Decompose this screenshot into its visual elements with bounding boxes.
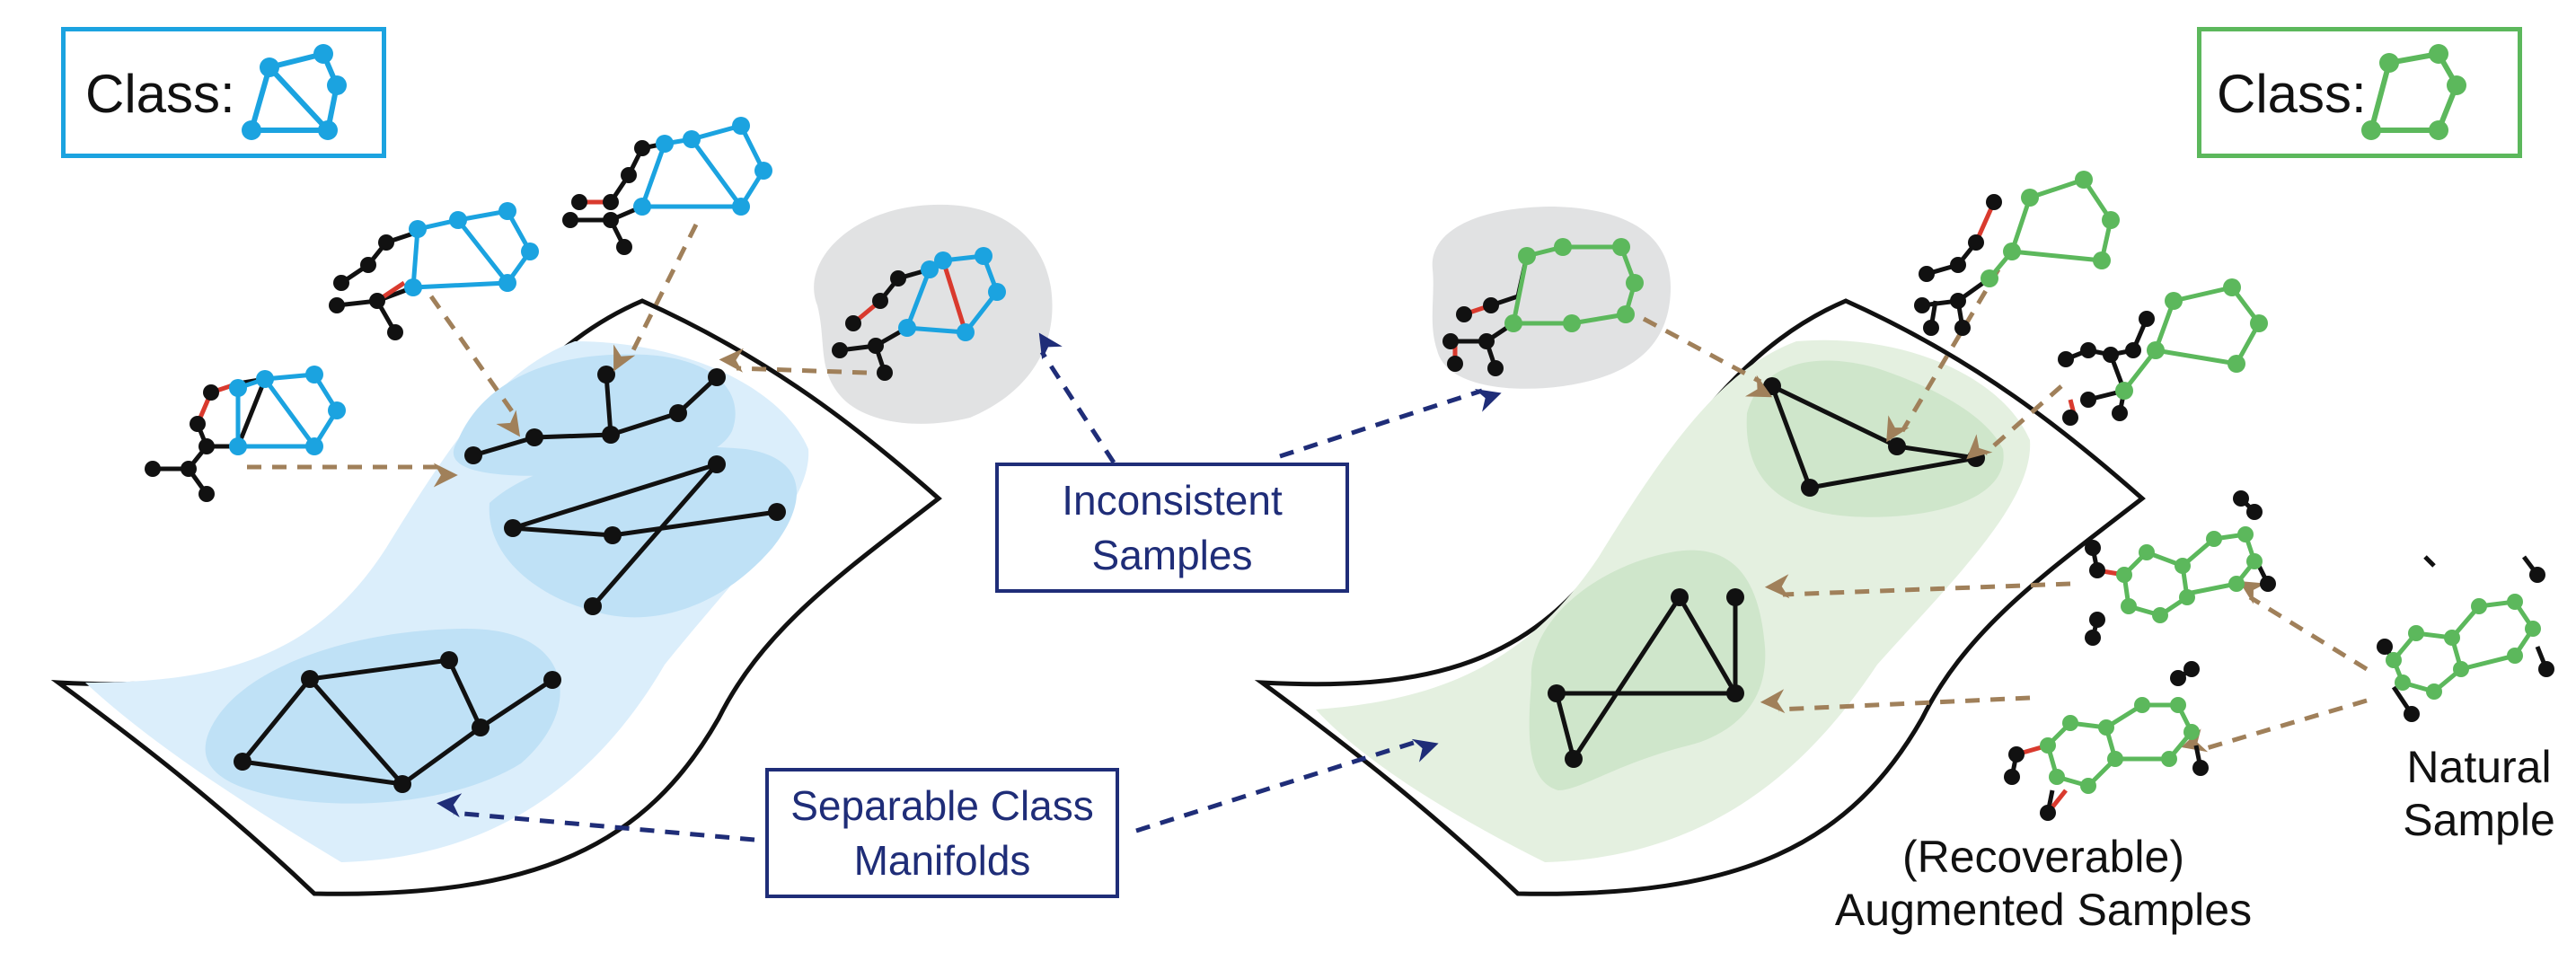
left-cluster-1: [453, 354, 736, 476]
green-molecule-2: [2058, 278, 2268, 426]
left-cluster-3: [205, 629, 560, 804]
right-cluster-1: [1746, 360, 2004, 517]
augmented-samples-label: (Recoverable) Augmented Samples: [1792, 831, 2295, 937]
augmented-line1: (Recoverable): [1901, 832, 2184, 882]
green-molecule-1: [1914, 171, 2120, 336]
brown-arrows: [247, 223, 2369, 753]
right-manifold: [1254, 298, 2146, 896]
inconsistent-blob-right: [1432, 207, 1671, 389]
separable-manifolds-box: Separable Class Manifolds: [765, 768, 1119, 898]
separable-line2: Manifolds: [853, 836, 1031, 884]
inconsistent-molecule-right: [1442, 238, 1644, 376]
blue-molecule-1: [145, 366, 346, 502]
right-cluster-2: [1529, 550, 1766, 790]
left-class-label: Class:: [85, 64, 235, 124]
left-manifold: [50, 298, 942, 896]
inconsistent-line1: Inconsistent: [1062, 476, 1283, 524]
natural-sample-label: Natural Sample: [2389, 741, 2569, 847]
natural-molecule: [2377, 555, 2554, 722]
augmented-molecule-2: [2004, 661, 2209, 821]
natural-line2: Sample: [2403, 795, 2555, 845]
blue-molecule-2: [329, 202, 539, 340]
legend-icons-overlay: [242, 44, 2466, 140]
inconsistent-samples-box: Inconsistent Samples: [995, 463, 1349, 593]
inconsistent-blob-left: [814, 204, 1053, 424]
augmented-line2: Augmented Samples: [1834, 885, 2253, 935]
augmented-molecule-1: [2085, 490, 2276, 646]
right-class-label: Class:: [2217, 64, 2367, 124]
inconsistent-molecule-left: [832, 247, 1006, 381]
right-class-legend: [2197, 27, 2522, 158]
navy-arrows: [437, 332, 1502, 842]
separable-line1: Separable Class: [790, 781, 1094, 829]
inconsistent-line2: Samples: [1091, 531, 1253, 578]
blue-molecule-3: [562, 117, 772, 255]
natural-line1: Natural: [2406, 742, 2552, 792]
